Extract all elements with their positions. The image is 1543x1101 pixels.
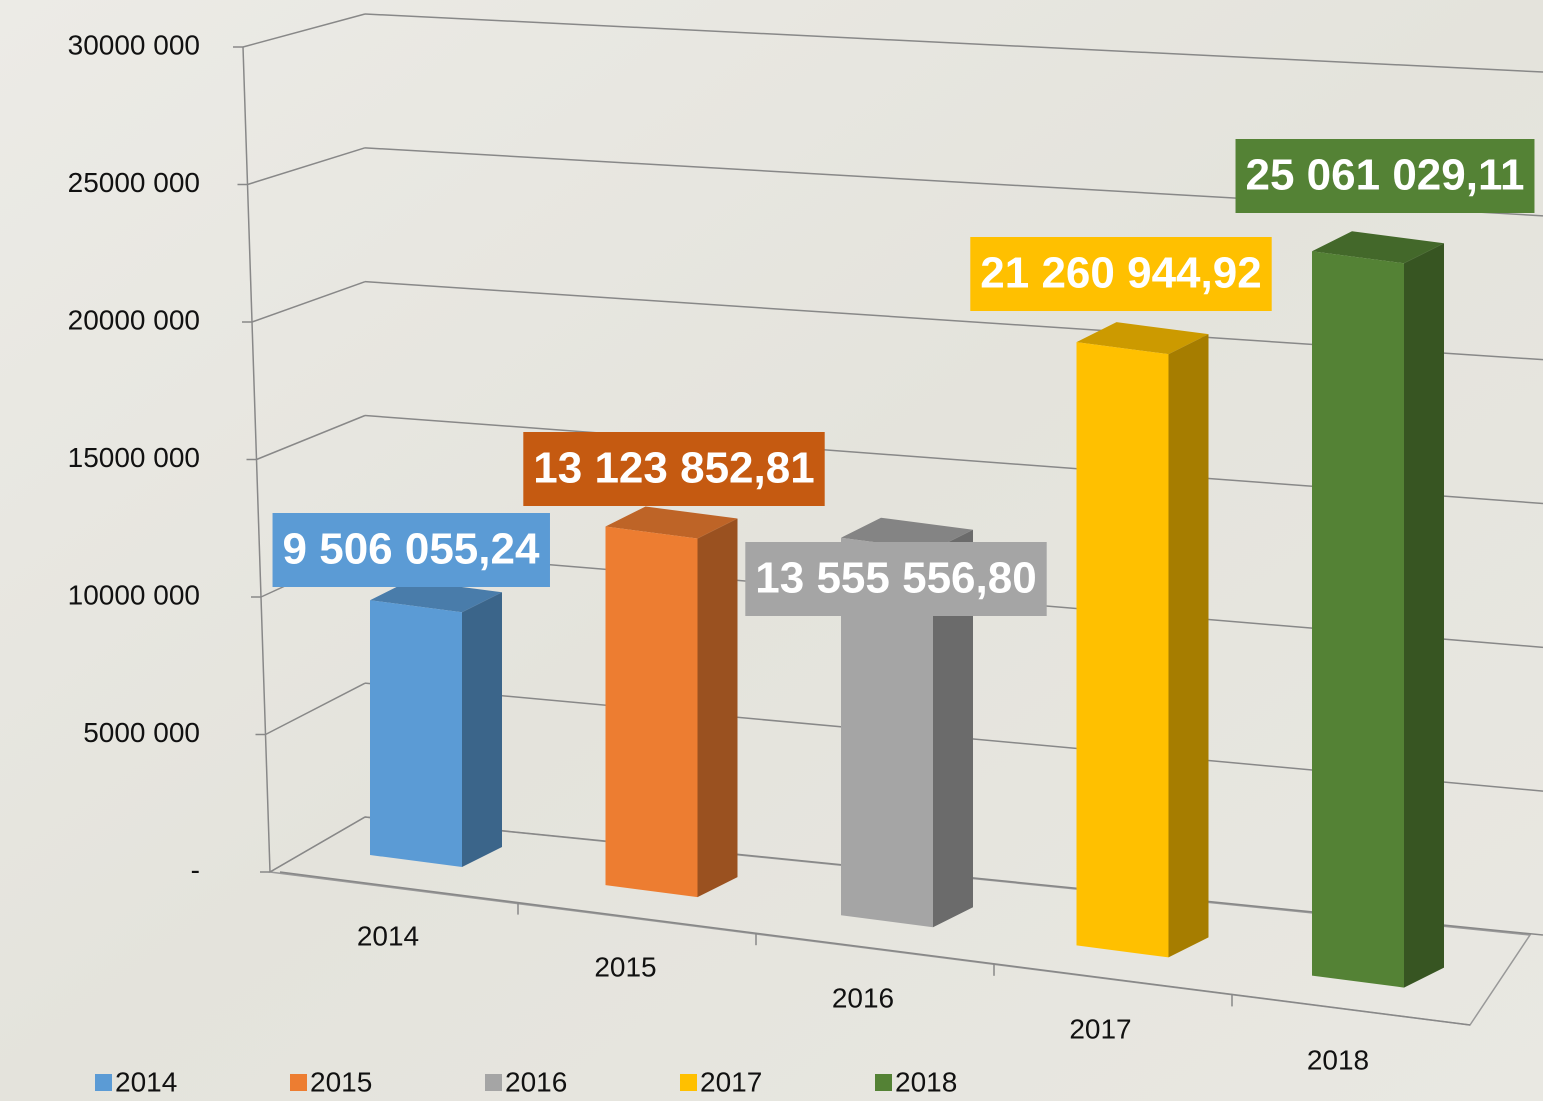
y-tick-label: 15000 000: [68, 442, 200, 473]
x-tick-label: 2014: [357, 920, 419, 951]
legend-label: 2018: [895, 1066, 957, 1097]
legend-swatch: [95, 1074, 112, 1091]
bar: [1312, 251, 1404, 988]
value-label: 13 123 852,81: [533, 444, 814, 493]
value-label-box: [523, 432, 825, 506]
value-label-box: [745, 542, 1047, 616]
x-tick-label: 2015: [594, 951, 656, 982]
legend-swatch: [680, 1074, 697, 1091]
y-tick-label: 20000 000: [68, 304, 200, 335]
bar-side: [1404, 243, 1444, 988]
bar-top: [605, 506, 738, 539]
legend-swatch: [290, 1074, 307, 1091]
legend-label: 2015: [310, 1066, 372, 1097]
bar: [370, 600, 462, 867]
bar-top: [841, 517, 973, 550]
value-label: 13 555 556,80: [755, 554, 1036, 603]
bar-side: [462, 592, 502, 867]
y-tick-label: -: [191, 854, 200, 885]
legend-label: 2014: [115, 1066, 177, 1097]
x-tick-label: 2018: [1307, 1044, 1369, 1075]
value-label: 9 506 055,24: [283, 525, 540, 574]
grid-line: [364, 13, 1543, 73]
y-tick-label: 10000 000: [68, 579, 200, 610]
y-axis: [242, 46, 271, 873]
bar-top: [1076, 322, 1209, 355]
grid-line: [269, 816, 366, 873]
bar-top: [1312, 231, 1444, 264]
grid-line: [256, 414, 366, 461]
bar: [841, 537, 933, 928]
grid-line: [247, 147, 366, 186]
bar: [605, 526, 698, 898]
grid-line: [251, 280, 366, 323]
bar: [1076, 342, 1169, 958]
y-tick-label: 25000 000: [68, 167, 200, 198]
bar-top: [370, 580, 502, 613]
legend-swatch: [485, 1074, 502, 1091]
grid-line: [265, 682, 366, 736]
y-tick-label: 5000 000: [83, 717, 200, 748]
y-tick-label: 30000 000: [68, 29, 200, 60]
bar-side: [697, 518, 738, 898]
value-label-box: [1235, 139, 1535, 213]
value-label-box: [272, 513, 550, 587]
legend-label: 2017: [700, 1066, 762, 1097]
legend-label: 2016: [505, 1066, 567, 1097]
legend-swatch: [875, 1074, 892, 1091]
x-tick-label: 2017: [1069, 1013, 1131, 1044]
grid-line: [242, 13, 366, 48]
value-label-box: [970, 237, 1272, 311]
bar-side: [933, 529, 973, 928]
value-label: 21 260 944,92: [980, 249, 1261, 298]
x-axis: [279, 871, 1471, 1026]
x-tick-label: 2016: [832, 982, 894, 1013]
bar-side: [1168, 334, 1209, 958]
value-label: 25 061 029,11: [1246, 151, 1525, 200]
